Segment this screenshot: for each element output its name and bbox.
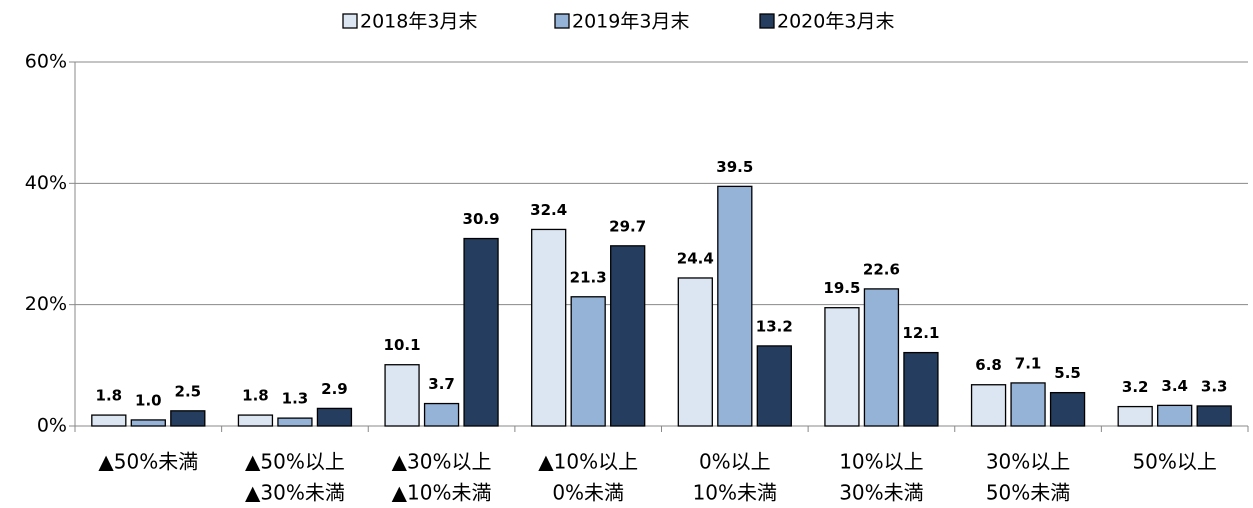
value-label: 13.2 bbox=[756, 317, 793, 335]
x-tick-label: ▲50%未満 bbox=[98, 450, 198, 474]
y-tick-label: 60% bbox=[25, 51, 67, 73]
value-label: 29.7 bbox=[609, 217, 646, 235]
bar bbox=[717, 185, 753, 427]
value-label: 2.9 bbox=[321, 380, 348, 398]
x-tick-label: ▲10%未満 bbox=[392, 481, 492, 505]
bar bbox=[423, 402, 460, 427]
value-label: 2.5 bbox=[175, 382, 202, 400]
bar bbox=[1157, 404, 1193, 427]
bar bbox=[570, 296, 606, 427]
bar bbox=[384, 364, 420, 427]
bar bbox=[756, 345, 792, 427]
x-tick-label: ▲50%以上 bbox=[245, 450, 345, 474]
value-label: 1.8 bbox=[242, 387, 269, 405]
bar bbox=[531, 228, 567, 427]
y-tick-label: 20% bbox=[25, 293, 67, 315]
x-tick-label: ▲30%以上 bbox=[392, 450, 492, 474]
value-label: 1.3 bbox=[282, 390, 309, 408]
bar bbox=[91, 414, 127, 427]
bar bbox=[970, 384, 1007, 427]
value-label: 1.0 bbox=[135, 391, 162, 409]
bar bbox=[903, 351, 939, 427]
value-label: 3.2 bbox=[1122, 378, 1149, 396]
value-label: 5.5 bbox=[1054, 364, 1081, 382]
x-tick-label: 0%未満 bbox=[552, 481, 624, 505]
x-tick-label: 50%未満 bbox=[986, 481, 1070, 505]
value-label: 21.3 bbox=[570, 268, 607, 286]
value-label: 19.5 bbox=[823, 279, 860, 297]
value-label: 10.1 bbox=[384, 336, 421, 354]
bar bbox=[610, 245, 646, 427]
value-label: 24.4 bbox=[677, 249, 714, 267]
x-tick-label: ▲10%以上 bbox=[538, 450, 638, 474]
legend-label: 2020年3月末 bbox=[777, 11, 894, 33]
x-tick-label: 10%未満 bbox=[693, 481, 777, 505]
value-label: 3.3 bbox=[1201, 377, 1228, 395]
value-label: 6.8 bbox=[975, 356, 1002, 374]
y-tick-label: 40% bbox=[25, 172, 67, 194]
bar bbox=[316, 407, 353, 427]
value-label: 3.7 bbox=[428, 375, 455, 393]
x-tick-label: 50%以上 bbox=[1132, 450, 1216, 474]
legend-swatch bbox=[759, 13, 775, 29]
bar bbox=[1049, 391, 1086, 427]
bar bbox=[463, 237, 499, 427]
value-label: 1.8 bbox=[96, 387, 123, 405]
value-label: 22.6 bbox=[863, 260, 900, 278]
value-label: 12.1 bbox=[902, 324, 939, 342]
bar bbox=[1196, 405, 1232, 427]
legend-swatch bbox=[554, 13, 570, 29]
x-tick-label: 10%以上 bbox=[839, 450, 923, 474]
value-label: 32.4 bbox=[530, 201, 567, 219]
x-tick-label: 0%以上 bbox=[699, 450, 771, 474]
x-tick-label: ▲30%未満 bbox=[245, 481, 345, 505]
bar bbox=[1010, 382, 1046, 427]
bar bbox=[277, 417, 313, 427]
y-tick-label: 0% bbox=[37, 415, 67, 437]
legend-label: 2018年3月末 bbox=[360, 11, 477, 33]
value-label: 39.5 bbox=[716, 158, 753, 176]
value-label: 7.1 bbox=[1015, 354, 1042, 372]
bar bbox=[863, 288, 900, 427]
bar bbox=[677, 277, 713, 427]
bar bbox=[130, 419, 166, 427]
x-tick-label: 30%未満 bbox=[839, 481, 923, 505]
value-label: 30.9 bbox=[463, 210, 500, 228]
legend-label: 2019年3月末 bbox=[572, 11, 689, 33]
bar bbox=[237, 414, 274, 427]
bar bbox=[170, 410, 206, 427]
value-label: 3.4 bbox=[1161, 377, 1188, 395]
legend-swatch bbox=[342, 13, 358, 29]
bar bbox=[824, 307, 860, 427]
bar bbox=[1117, 405, 1153, 427]
x-tick-label: 30%以上 bbox=[986, 450, 1070, 474]
